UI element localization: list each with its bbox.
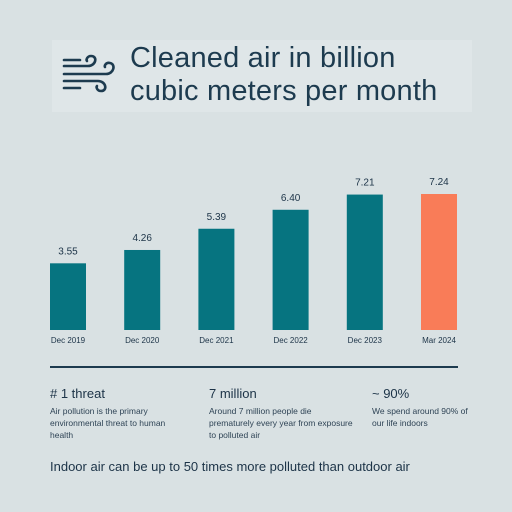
stat-description: We spend around 90% of our life indoors <box>372 406 468 428</box>
stat-description: Air pollution is the primary environment… <box>50 406 166 440</box>
stat-deaths: 7 million Around 7 million people die pr… <box>209 386 359 441</box>
bar-dec-2022 <box>272 209 309 330</box>
data-label: 7.24 <box>429 177 449 188</box>
bar-mar-2024 <box>421 194 457 330</box>
title-block: Cleaned air in billion cubic meters per … <box>52 40 472 112</box>
stat-heading: # 1 threat <box>50 386 105 401</box>
x-tick-label: Dec 2019 <box>51 336 86 345</box>
data-label: 5.39 <box>207 212 227 223</box>
bar-chart: 3.55 Dec 2019 4.26 Dec 2020 5.39 Dec 2021 6.40… <box>50 177 457 345</box>
page-title: Cleaned air in billion cubic meters per … <box>130 42 437 108</box>
data-label: 7.21 <box>355 178 375 189</box>
x-tick-label: Mar 2024 <box>422 336 456 345</box>
x-tick-label: Dec 2020 <box>125 336 160 345</box>
bar-dec-2021 <box>198 228 235 330</box>
stat-indoors: ~ 90% We spend around 90% of our life in… <box>372 386 512 429</box>
stat-threat: # 1 threat Air pollution is the primary … <box>50 386 200 441</box>
stat-heading: ~ 90% <box>372 386 410 401</box>
stat-description: Around 7 million people die prematurely … <box>209 406 353 440</box>
stat-heading: 7 million <box>209 386 257 401</box>
bar-dec-2019 <box>50 263 86 330</box>
bar-dec-2020 <box>124 249 161 330</box>
bar-dec-2023 <box>346 194 383 330</box>
divider <box>50 366 458 368</box>
wind-icon <box>62 54 115 93</box>
title-line-2: cubic meters per month <box>130 75 438 107</box>
footer-note: Indoor air can be up to 50 times more po… <box>50 459 410 474</box>
x-tick-label: Dec 2022 <box>273 336 308 345</box>
title-line-1: Cleaned air in billion <box>130 42 396 74</box>
x-tick-label: Dec 2023 <box>348 336 383 345</box>
data-label: 4.26 <box>132 233 152 244</box>
data-label: 6.40 <box>281 193 301 204</box>
data-label: 3.55 <box>58 246 78 257</box>
x-tick-label: Dec 2021 <box>199 336 234 345</box>
